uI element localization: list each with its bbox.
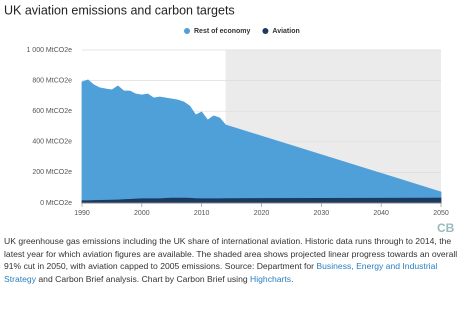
caption-text: and Carbon Brief analysis. Chart by Carb… (36, 273, 251, 284)
x-tick-label: 2010 (194, 210, 210, 217)
caption-text: UK greenhouse gas emissions including th… (4, 236, 458, 271)
x-tick-label: 2040 (373, 210, 389, 217)
x-tick-label: 2000 (134, 210, 150, 217)
y-tick-label: 400 MtCO2e (32, 139, 72, 146)
legend-marker (184, 28, 190, 34)
caption: UK greenhouse gas emissions including th… (4, 235, 470, 285)
y-tick-label: 200 MtCO2e (32, 169, 72, 176)
chart-title: UK aviation emissions and carbon targets (4, 3, 235, 17)
y-tick-label: 1 000 MtCO2e (26, 47, 72, 54)
chart: UK aviation emissions and carbon targets… (4, 3, 455, 232)
x-tick-label: 2030 (314, 210, 330, 217)
x-tick-label: 2020 (254, 210, 270, 217)
link[interactable]: Business, Energy and Industrial Strategy (4, 261, 438, 284)
x-tick-label: 2050 (433, 210, 449, 217)
y-tick-label: 600 MtCO2e (32, 108, 72, 115)
area (81, 79, 442, 201)
caption-text: . (291, 273, 294, 284)
legend-marker (262, 28, 269, 34)
logo: CB (437, 221, 455, 232)
legend-label: Rest of economy (194, 28, 251, 35)
y-tick-label: 0 MtCO2e (40, 200, 72, 207)
x-tick-label: 1990 (74, 210, 90, 217)
link[interactable]: Highcharts (250, 273, 292, 284)
y-tick-label: 800 MtCO2e (32, 77, 72, 84)
legend-label: Aviation (272, 28, 299, 35)
